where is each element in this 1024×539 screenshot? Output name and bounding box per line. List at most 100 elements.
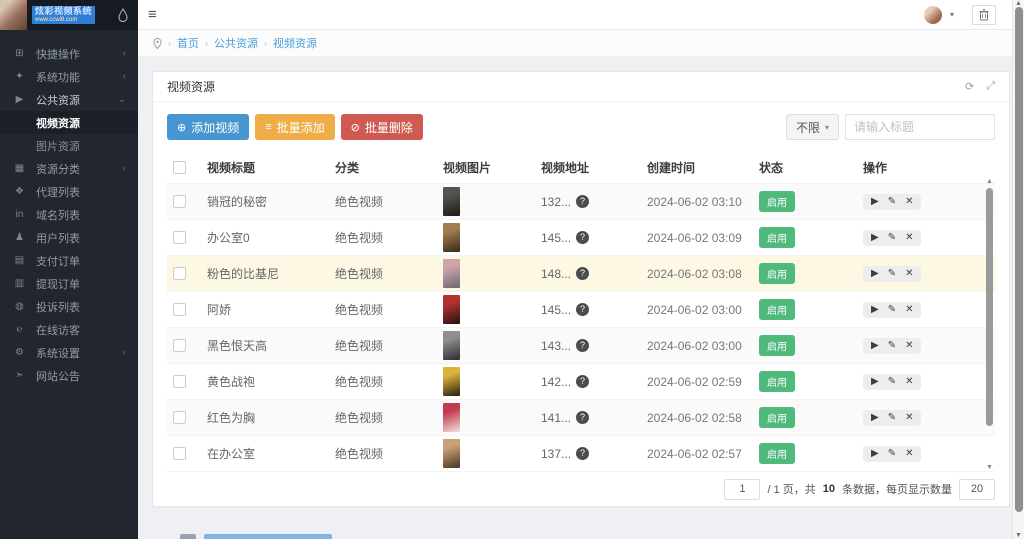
sidebar-item-14[interactable]: ➣ 网站公告 — [0, 364, 138, 387]
refresh-icon[interactable]: ⟳ — [964, 81, 975, 93]
chevron-down-icon[interactable]: ▾ — [949, 10, 954, 19]
table-scrollbar[interactable]: ▲ ▼ — [984, 178, 995, 472]
batch-add-button[interactable]: ≡ 批量添加 — [255, 114, 335, 140]
row-checkbox[interactable] — [173, 231, 186, 244]
video-thumbnail[interactable] — [443, 439, 460, 468]
row-checkbox[interactable] — [173, 447, 186, 460]
sidebar-item-1[interactable]: ✦ 系统功能 ‹ — [0, 65, 138, 88]
play-button[interactable]: ▶ — [871, 304, 879, 315]
delete-button[interactable]: ✕ — [905, 376, 914, 387]
delete-button[interactable]: ✕ — [905, 412, 914, 423]
edit-button[interactable]: ✎ — [887, 268, 897, 279]
question-icon[interactable]: ? — [576, 267, 590, 280]
add-video-button[interactable]: ⊕ 添加视频 — [167, 114, 250, 140]
delete-button[interactable]: ✕ — [905, 304, 914, 315]
video-thumbnail[interactable] — [443, 367, 460, 396]
play-button[interactable]: ▶ — [871, 268, 879, 279]
status-badge[interactable]: 启用 — [759, 191, 795, 212]
cell-status: 启用 — [753, 255, 857, 292]
sidebar-item-12[interactable]: ℮ 在线访客 — [0, 318, 138, 341]
edit-button[interactable]: ✎ — [887, 412, 897, 423]
edit-button[interactable]: ✎ — [887, 376, 897, 387]
hamburger-icon[interactable]: ≡ — [148, 6, 157, 23]
edit-button[interactable]: ✎ — [887, 232, 897, 243]
row-checkbox[interactable] — [173, 339, 186, 352]
delete-button[interactable]: ✕ — [905, 448, 914, 459]
row-checkbox[interactable] — [173, 267, 186, 280]
play-button[interactable]: ▶ — [871, 448, 879, 459]
sidebar-item-2[interactable]: ▶ 公共资源 ⌄ — [0, 88, 138, 111]
edit-button[interactable]: ✎ — [887, 448, 897, 459]
video-thumbnail[interactable] — [443, 403, 460, 432]
question-icon[interactable]: ? — [576, 339, 590, 352]
sidebar-item-6[interactable]: ❖ 代理列表 — [0, 180, 138, 203]
play-button[interactable]: ▶ — [871, 376, 879, 387]
drop-icon[interactable] — [117, 8, 129, 22]
video-url: 145...? — [541, 231, 635, 245]
scroll-down-icon[interactable]: ▼ — [1015, 532, 1022, 539]
breadcrumb-home[interactable]: 首页 — [177, 38, 199, 50]
question-icon[interactable]: ? — [576, 447, 590, 460]
user-avatar[interactable] — [923, 5, 942, 24]
page-scrollbar[interactable]: ▲ ▼ — [1012, 0, 1024, 539]
sidebar-item-13[interactable]: ⚙ 系统设置 ‹ — [0, 341, 138, 364]
question-icon[interactable]: ? — [576, 303, 590, 316]
sidebar-item-9[interactable]: ▤ 支付订单 — [0, 249, 138, 272]
scroll-up-icon[interactable]: ▲ — [1015, 0, 1022, 7]
page-number-input[interactable]: 1 — [724, 478, 761, 500]
edit-button[interactable]: ✎ — [887, 304, 897, 315]
play-button[interactable]: ▶ — [871, 412, 879, 423]
video-thumbnail[interactable] — [443, 259, 460, 288]
filter-dropdown[interactable]: 不限 ▾ — [785, 114, 839, 140]
breadcrumb-video-resources[interactable]: 视频资源 — [273, 38, 317, 50]
video-thumbnail[interactable] — [443, 223, 460, 252]
sidebar-item-8[interactable]: ♟ 用户列表 — [0, 226, 138, 249]
sidebar-item-3[interactable]: 视频资源 — [0, 111, 138, 134]
per-page-input[interactable]: 20 — [959, 478, 995, 500]
question-icon[interactable]: ? — [576, 411, 590, 424]
sidebar-item-11[interactable]: ◍ 投诉列表 — [0, 295, 138, 318]
sidebar-item-5[interactable]: ▦ 资源分类 ‹ — [0, 157, 138, 180]
video-thumbnail[interactable] — [443, 331, 460, 360]
question-icon[interactable]: ? — [576, 231, 590, 244]
delete-button[interactable]: ✕ — [905, 232, 914, 243]
video-thumbnail[interactable] — [443, 295, 460, 324]
status-badge[interactable]: 启用 — [759, 299, 795, 320]
status-badge[interactable]: 启用 — [759, 263, 795, 284]
row-checkbox[interactable] — [173, 303, 186, 316]
play-button[interactable]: ▶ — [871, 340, 879, 351]
status-badge[interactable]: 启用 — [759, 227, 795, 248]
delete-button[interactable]: ✕ — [905, 340, 914, 351]
sidebar-item-4[interactable]: 图片资源 — [0, 134, 138, 157]
sidebar-item-0[interactable]: ⊞ 快捷操作 ‹ — [0, 42, 138, 65]
status-badge[interactable]: 启用 — [759, 335, 795, 356]
play-button[interactable]: ▶ — [871, 196, 879, 207]
trash-button[interactable] — [972, 4, 996, 25]
delete-button[interactable]: ✕ — [905, 196, 914, 207]
row-checkbox[interactable] — [173, 195, 186, 208]
status-badge[interactable]: 启用 — [759, 371, 795, 392]
play-button[interactable]: ▶ — [871, 232, 879, 243]
breadcrumb-public-resources[interactable]: 公共资源 — [214, 38, 258, 50]
status-badge[interactable]: 启用 — [759, 443, 795, 464]
row-checkbox[interactable] — [173, 375, 186, 388]
edit-button[interactable]: ✎ — [887, 196, 897, 207]
logo[interactable]: 炫彩视频系统 www.ccwl8.com — [32, 6, 96, 24]
video-thumbnail[interactable] — [443, 187, 460, 216]
status-badge[interactable]: 启用 — [759, 407, 795, 428]
batch-delete-button[interactable]: ⊘ 批量删除 — [340, 114, 423, 140]
title-search-input[interactable] — [845, 114, 995, 140]
select-all-checkbox[interactable] — [173, 161, 186, 174]
table-scrollbar-thumb[interactable] — [986, 188, 993, 426]
fullscreen-icon[interactable]: ⤢ — [986, 80, 995, 92]
scroll-up-icon[interactable]: ▲ — [986, 178, 993, 185]
scroll-down-icon[interactable]: ▼ — [986, 464, 993, 471]
edit-button[interactable]: ✎ — [887, 340, 897, 351]
page-scrollbar-thumb[interactable] — [1015, 7, 1023, 512]
sidebar-item-7[interactable]: in 域名列表 — [0, 203, 138, 226]
delete-button[interactable]: ✕ — [905, 268, 914, 279]
question-icon[interactable]: ? — [576, 375, 590, 388]
row-checkbox[interactable] — [173, 411, 186, 424]
question-icon[interactable]: ? — [576, 195, 590, 208]
sidebar-item-10[interactable]: ▥ 提现订单 — [0, 272, 138, 295]
